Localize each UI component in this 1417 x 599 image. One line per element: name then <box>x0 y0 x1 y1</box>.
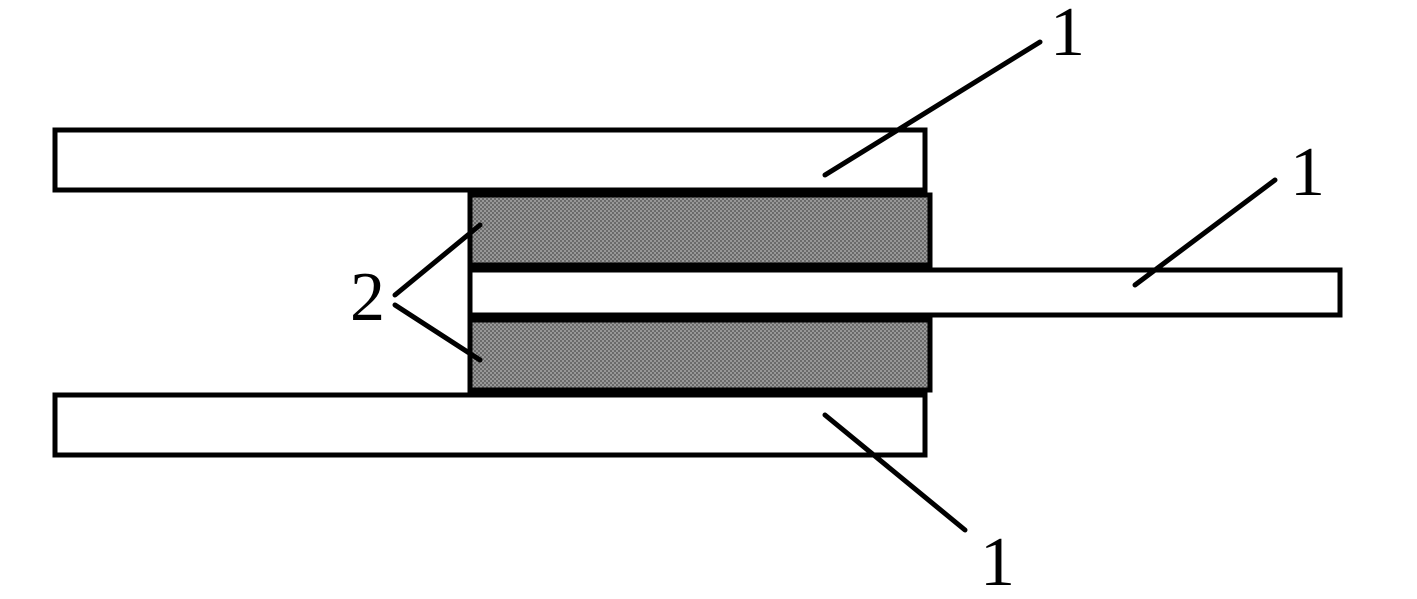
plate-bottom <box>55 395 925 455</box>
leader-hatch-lower <box>395 305 480 360</box>
hatched-layer-upper <box>470 195 930 265</box>
leader-top-plate <box>825 42 1040 175</box>
label-1-top: 1 <box>1050 0 1085 71</box>
plate-middle <box>470 270 1340 315</box>
hatched-layer-lower <box>470 320 930 390</box>
label-1-bottom: 1 <box>980 524 1015 599</box>
label-2: 2 <box>350 259 385 336</box>
diagram-root: 1 1 1 2 <box>0 0 1417 599</box>
leader-hatch-upper <box>395 225 480 295</box>
label-1-middle: 1 <box>1290 134 1325 211</box>
leader-bottom-plate <box>825 415 965 530</box>
plate-top <box>55 130 925 190</box>
